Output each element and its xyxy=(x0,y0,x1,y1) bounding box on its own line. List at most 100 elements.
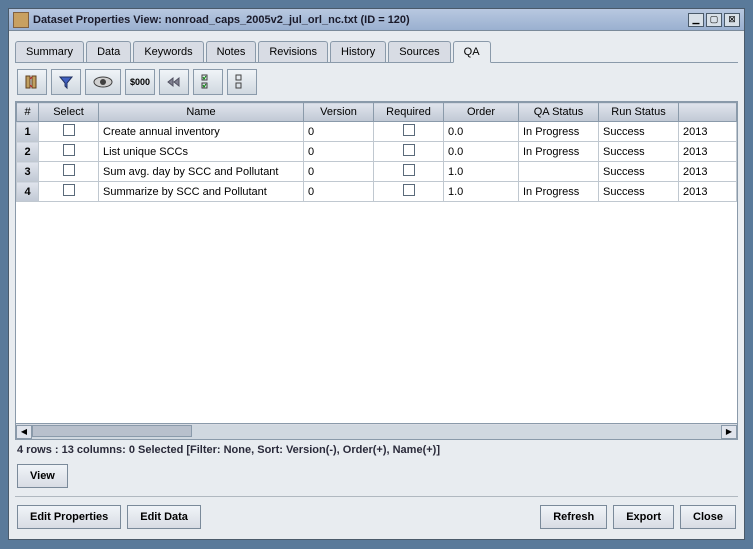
tab-sources[interactable]: Sources xyxy=(388,41,450,62)
table-row[interactable]: 3 Sum avg. day by SCC and Pollutant 0 1.… xyxy=(17,162,737,182)
scroll-thumb[interactable] xyxy=(32,425,192,437)
toolbar: $000 xyxy=(15,63,738,101)
row-number: 1 xyxy=(17,122,39,142)
required-cell[interactable] xyxy=(374,122,444,142)
cell-run-status: Success xyxy=(599,162,679,182)
select-cell[interactable] xyxy=(39,182,99,202)
edit-data-button[interactable]: Edit Data xyxy=(127,505,201,529)
status-bar: 4 rows : 13 columns: 0 Selected [Filter:… xyxy=(15,440,738,460)
window-title: Dataset Properties View: nonroad_caps_20… xyxy=(33,14,688,26)
cell-version: 0 xyxy=(304,182,374,202)
col-extra[interactable] xyxy=(679,103,737,122)
edit-properties-button[interactable]: Edit Properties xyxy=(17,505,121,529)
cell-qa-status xyxy=(519,162,599,182)
select-cell[interactable] xyxy=(39,142,99,162)
checkbox-icon[interactable] xyxy=(403,164,415,176)
window-icon xyxy=(13,12,29,28)
cell-run-status: Success xyxy=(599,122,679,142)
tab-history[interactable]: History xyxy=(330,41,386,62)
tab-data[interactable]: Data xyxy=(86,41,131,62)
col-qa-status[interactable]: QA Status xyxy=(519,103,599,122)
checkbox-icon[interactable] xyxy=(63,164,75,176)
table-header-row: # Select Name Version Required Order QA … xyxy=(17,103,737,122)
checkbox-icon[interactable] xyxy=(63,184,75,196)
select-cell[interactable] xyxy=(39,162,99,182)
qa-table: # Select Name Version Required Order QA … xyxy=(16,102,737,202)
col-name[interactable]: Name xyxy=(99,103,304,122)
tab-summary[interactable]: Summary xyxy=(15,41,84,62)
scroll-left-icon[interactable]: ◀ xyxy=(16,425,32,439)
view-button-row: View xyxy=(15,460,738,492)
required-cell[interactable] xyxy=(374,162,444,182)
tab-revisions[interactable]: Revisions xyxy=(258,41,328,62)
qa-table-container: # Select Name Version Required Order QA … xyxy=(15,101,738,440)
filter-icon[interactable] xyxy=(51,69,81,95)
cell-extra: 2013 xyxy=(679,142,737,162)
minimize-button[interactable]: ▁ xyxy=(688,13,704,27)
cell-extra: 2013 xyxy=(679,122,737,142)
table-row[interactable]: 4 Summarize by SCC and Pollutant 0 1.0 I… xyxy=(17,182,737,202)
cell-order: 1.0 xyxy=(444,182,519,202)
bottom-button-row: Edit Properties Edit Data Refresh Export… xyxy=(15,496,738,533)
cell-name: Create annual inventory xyxy=(99,122,304,142)
row-number: 4 xyxy=(17,182,39,202)
cell-version: 0 xyxy=(304,142,374,162)
select-cell[interactable] xyxy=(39,122,99,142)
col-run-status[interactable]: Run Status xyxy=(599,103,679,122)
table-row[interactable]: 1 Create annual inventory 0 0.0 In Progr… xyxy=(17,122,737,142)
horizontal-scrollbar[interactable]: ◀ ▶ xyxy=(16,423,737,439)
col-order[interactable]: Order xyxy=(444,103,519,122)
tab-notes[interactable]: Notes xyxy=(206,41,257,62)
close-window-button[interactable]: ⊠ xyxy=(724,13,740,27)
maximize-button[interactable]: ▢ xyxy=(706,13,722,27)
rewind-icon[interactable] xyxy=(159,69,189,95)
scroll-track[interactable] xyxy=(32,425,721,439)
col-rownum[interactable]: # xyxy=(17,103,39,122)
row-number: 3 xyxy=(17,162,39,182)
cell-extra: 2013 xyxy=(679,182,737,202)
unchecked-list-icon[interactable] xyxy=(227,69,257,95)
table-row[interactable]: 2 List unique SCCs 0 0.0 In Progress Suc… xyxy=(17,142,737,162)
cell-name: Sum avg. day by SCC and Pollutant xyxy=(99,162,304,182)
checkbox-icon[interactable] xyxy=(403,144,415,156)
row-number: 2 xyxy=(17,142,39,162)
export-button[interactable]: Export xyxy=(613,505,674,529)
tab-keywords[interactable]: Keywords xyxy=(133,41,203,62)
refresh-button[interactable]: Refresh xyxy=(540,505,607,529)
tab-qa[interactable]: QA xyxy=(453,41,491,63)
required-cell[interactable] xyxy=(374,182,444,202)
tabs: Summary Data Keywords Notes Revisions Hi… xyxy=(15,41,738,63)
cell-name: Summarize by SCC and Pollutant xyxy=(99,182,304,202)
cell-extra: 2013 xyxy=(679,162,737,182)
window-content: Summary Data Keywords Notes Revisions Hi… xyxy=(9,31,744,539)
format-money-button[interactable]: $000 xyxy=(125,69,155,95)
checkbox-icon[interactable] xyxy=(63,144,75,156)
columns-icon[interactable] xyxy=(17,69,47,95)
col-select[interactable]: Select xyxy=(39,103,99,122)
cell-name: List unique SCCs xyxy=(99,142,304,162)
titlebar[interactable]: Dataset Properties View: nonroad_caps_20… xyxy=(9,9,744,31)
cell-run-status: Success xyxy=(599,142,679,162)
table-scroll[interactable]: # Select Name Version Required Order QA … xyxy=(16,102,737,423)
required-cell[interactable] xyxy=(374,142,444,162)
checklist-icon[interactable] xyxy=(193,69,223,95)
dataset-properties-window: Dataset Properties View: nonroad_caps_20… xyxy=(8,8,745,540)
view-button[interactable]: View xyxy=(17,464,68,488)
scroll-right-icon[interactable]: ▶ xyxy=(721,425,737,439)
col-required[interactable]: Required xyxy=(374,103,444,122)
cell-version: 0 xyxy=(304,122,374,142)
eye-icon[interactable] xyxy=(85,69,121,95)
cell-run-status: Success xyxy=(599,182,679,202)
cell-order: 0.0 xyxy=(444,122,519,142)
cell-qa-status: In Progress xyxy=(519,142,599,162)
col-version[interactable]: Version xyxy=(304,103,374,122)
cell-order: 0.0 xyxy=(444,142,519,162)
cell-qa-status: In Progress xyxy=(519,182,599,202)
cell-order: 1.0 xyxy=(444,162,519,182)
close-button[interactable]: Close xyxy=(680,505,736,529)
checkbox-icon[interactable] xyxy=(403,124,415,136)
checkbox-icon[interactable] xyxy=(63,124,75,136)
cell-version: 0 xyxy=(304,162,374,182)
cell-qa-status: In Progress xyxy=(519,122,599,142)
checkbox-icon[interactable] xyxy=(403,184,415,196)
